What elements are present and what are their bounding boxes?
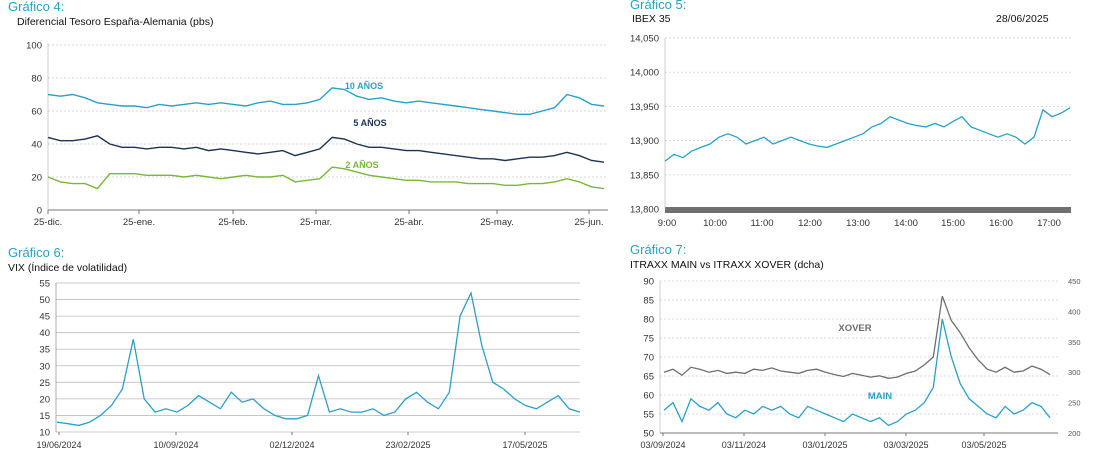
- y-tick-label: 100: [26, 41, 42, 52]
- y-tick-label: 15: [39, 411, 50, 422]
- x-tick-label: 15:00: [941, 218, 965, 229]
- x-tick-label: 25-dic.: [34, 217, 63, 228]
- y-tick-label: 80: [31, 74, 42, 85]
- y-tick-label: 60: [31, 107, 42, 118]
- y-tick-label: 20: [31, 173, 42, 184]
- y-tick-label: 80: [643, 315, 654, 326]
- y-tick-label: 45: [39, 312, 50, 323]
- chart-5-title: Gráfico 5:: [630, 0, 687, 12]
- y2-tick-label: 450: [1068, 277, 1081, 286]
- chart-5-date: 28/06/2025: [996, 13, 1049, 25]
- x-tick-label: 03/01/2025: [802, 440, 847, 450]
- base-bar: [665, 207, 1071, 213]
- y-tick-label: 40: [39, 328, 50, 339]
- series-line-xover: [663, 295, 1051, 379]
- x-tick-label: 25-feb.: [218, 217, 248, 228]
- annotation-2a: 2 AÑOS: [345, 160, 378, 170]
- x-tick-label: 17/05/2025: [502, 440, 547, 450]
- x-tick-label: 13:00: [846, 218, 870, 229]
- chart-7-title: Gráfico 7:: [630, 242, 687, 257]
- x-tick-label: 9:00: [658, 218, 677, 229]
- x-tick-label: 10:00: [703, 218, 727, 229]
- x-tick-label: 14:00: [894, 218, 918, 229]
- series-line-10a: [47, 87, 605, 115]
- y-tick-label: 14,000: [630, 68, 659, 79]
- y-tick-label: 50: [643, 429, 654, 440]
- y2-tick-label: 350: [1068, 338, 1081, 347]
- x-tick-label: 03/09/2024: [640, 440, 685, 450]
- y-tick-label: 65: [643, 372, 654, 383]
- y-tick-label: 13,900: [630, 136, 659, 147]
- x-tick-label: 25-jun.: [574, 217, 603, 228]
- y-tick-label: 30: [39, 361, 50, 372]
- y-tick-label: 40: [31, 140, 42, 151]
- x-tick-label: 25-ene.: [123, 217, 155, 228]
- y-tick-label: 75: [643, 334, 654, 345]
- y-tick-label: 13,800: [630, 205, 659, 216]
- annotation-10a: 10 AÑOS: [345, 81, 383, 91]
- annotation-5a: 5 AÑOS: [353, 118, 386, 128]
- x-tick-label: 25-mar.: [300, 217, 332, 228]
- y-tick-label: 25: [39, 378, 50, 389]
- annotation-xover: XOVER: [838, 323, 871, 334]
- x-tick-label: 25-abr.: [394, 217, 424, 228]
- y-tick-label: 55: [39, 279, 50, 290]
- y-tick-label: 10: [39, 428, 50, 439]
- y-tick-label: 35: [39, 345, 50, 356]
- y-tick-label: 20: [39, 394, 50, 405]
- series-line-main: [663, 318, 1051, 427]
- y-tick-label: 14,050: [630, 34, 659, 45]
- y-tick-label: 13,850: [630, 170, 659, 181]
- x-tick-label: 10/09/2024: [153, 440, 198, 450]
- y-tick-label: 0: [37, 206, 42, 217]
- series-line-vix: [56, 290, 581, 427]
- series-line-5a: [47, 135, 605, 163]
- y2-tick-label: 400: [1068, 307, 1081, 316]
- x-tick-label: 12:00: [798, 218, 822, 229]
- x-tick-label: 25-may.: [480, 217, 514, 228]
- chart-7-subtitle: ITRAXX MAIN vs ITRAXX XOVER (dcha): [630, 259, 824, 271]
- y-tick-label: 70: [643, 353, 654, 364]
- x-tick-label: 16:00: [989, 218, 1013, 229]
- annotation-main: MAIN: [868, 391, 892, 402]
- x-tick-label: 03/05/2025: [961, 440, 1006, 450]
- y-tick-label: 60: [643, 391, 654, 402]
- y2-tick-label: 250: [1068, 399, 1081, 408]
- y-tick-label: 85: [643, 296, 654, 307]
- x-tick-label: 02/12/2024: [269, 440, 314, 450]
- y2-tick-label: 300: [1068, 368, 1081, 377]
- x-tick-label: 23/02/2025: [385, 440, 430, 450]
- x-tick-label: 03/11/2024: [722, 440, 766, 450]
- chart-4-subtitle: Diferencial Tesoro España-Alemania (pbs): [17, 16, 214, 28]
- y-tick-label: 50: [39, 295, 50, 306]
- y2-tick-label: 200: [1068, 429, 1081, 438]
- x-tick-label: 17:00: [1037, 218, 1061, 229]
- chart-6-subtitle: VIX (Índice de volatilidad): [8, 262, 128, 274]
- chart-5-subtitle: IBEX 35: [632, 13, 671, 25]
- chart-6-title: Gráfico 6:: [8, 245, 65, 260]
- series-line-ibex: [664, 107, 1071, 162]
- x-tick-label: 11:00: [750, 218, 773, 229]
- chart-4-title: Gráfico 4:: [8, 0, 65, 14]
- x-tick-label: 19/06/2024: [36, 440, 81, 450]
- y-tick-label: 55: [643, 410, 654, 421]
- series-line-2a: [47, 166, 605, 190]
- x-tick-label: 03/03/2025: [883, 440, 928, 450]
- y-tick-label: 90: [643, 277, 654, 288]
- y-tick-label: 13,950: [630, 102, 659, 113]
